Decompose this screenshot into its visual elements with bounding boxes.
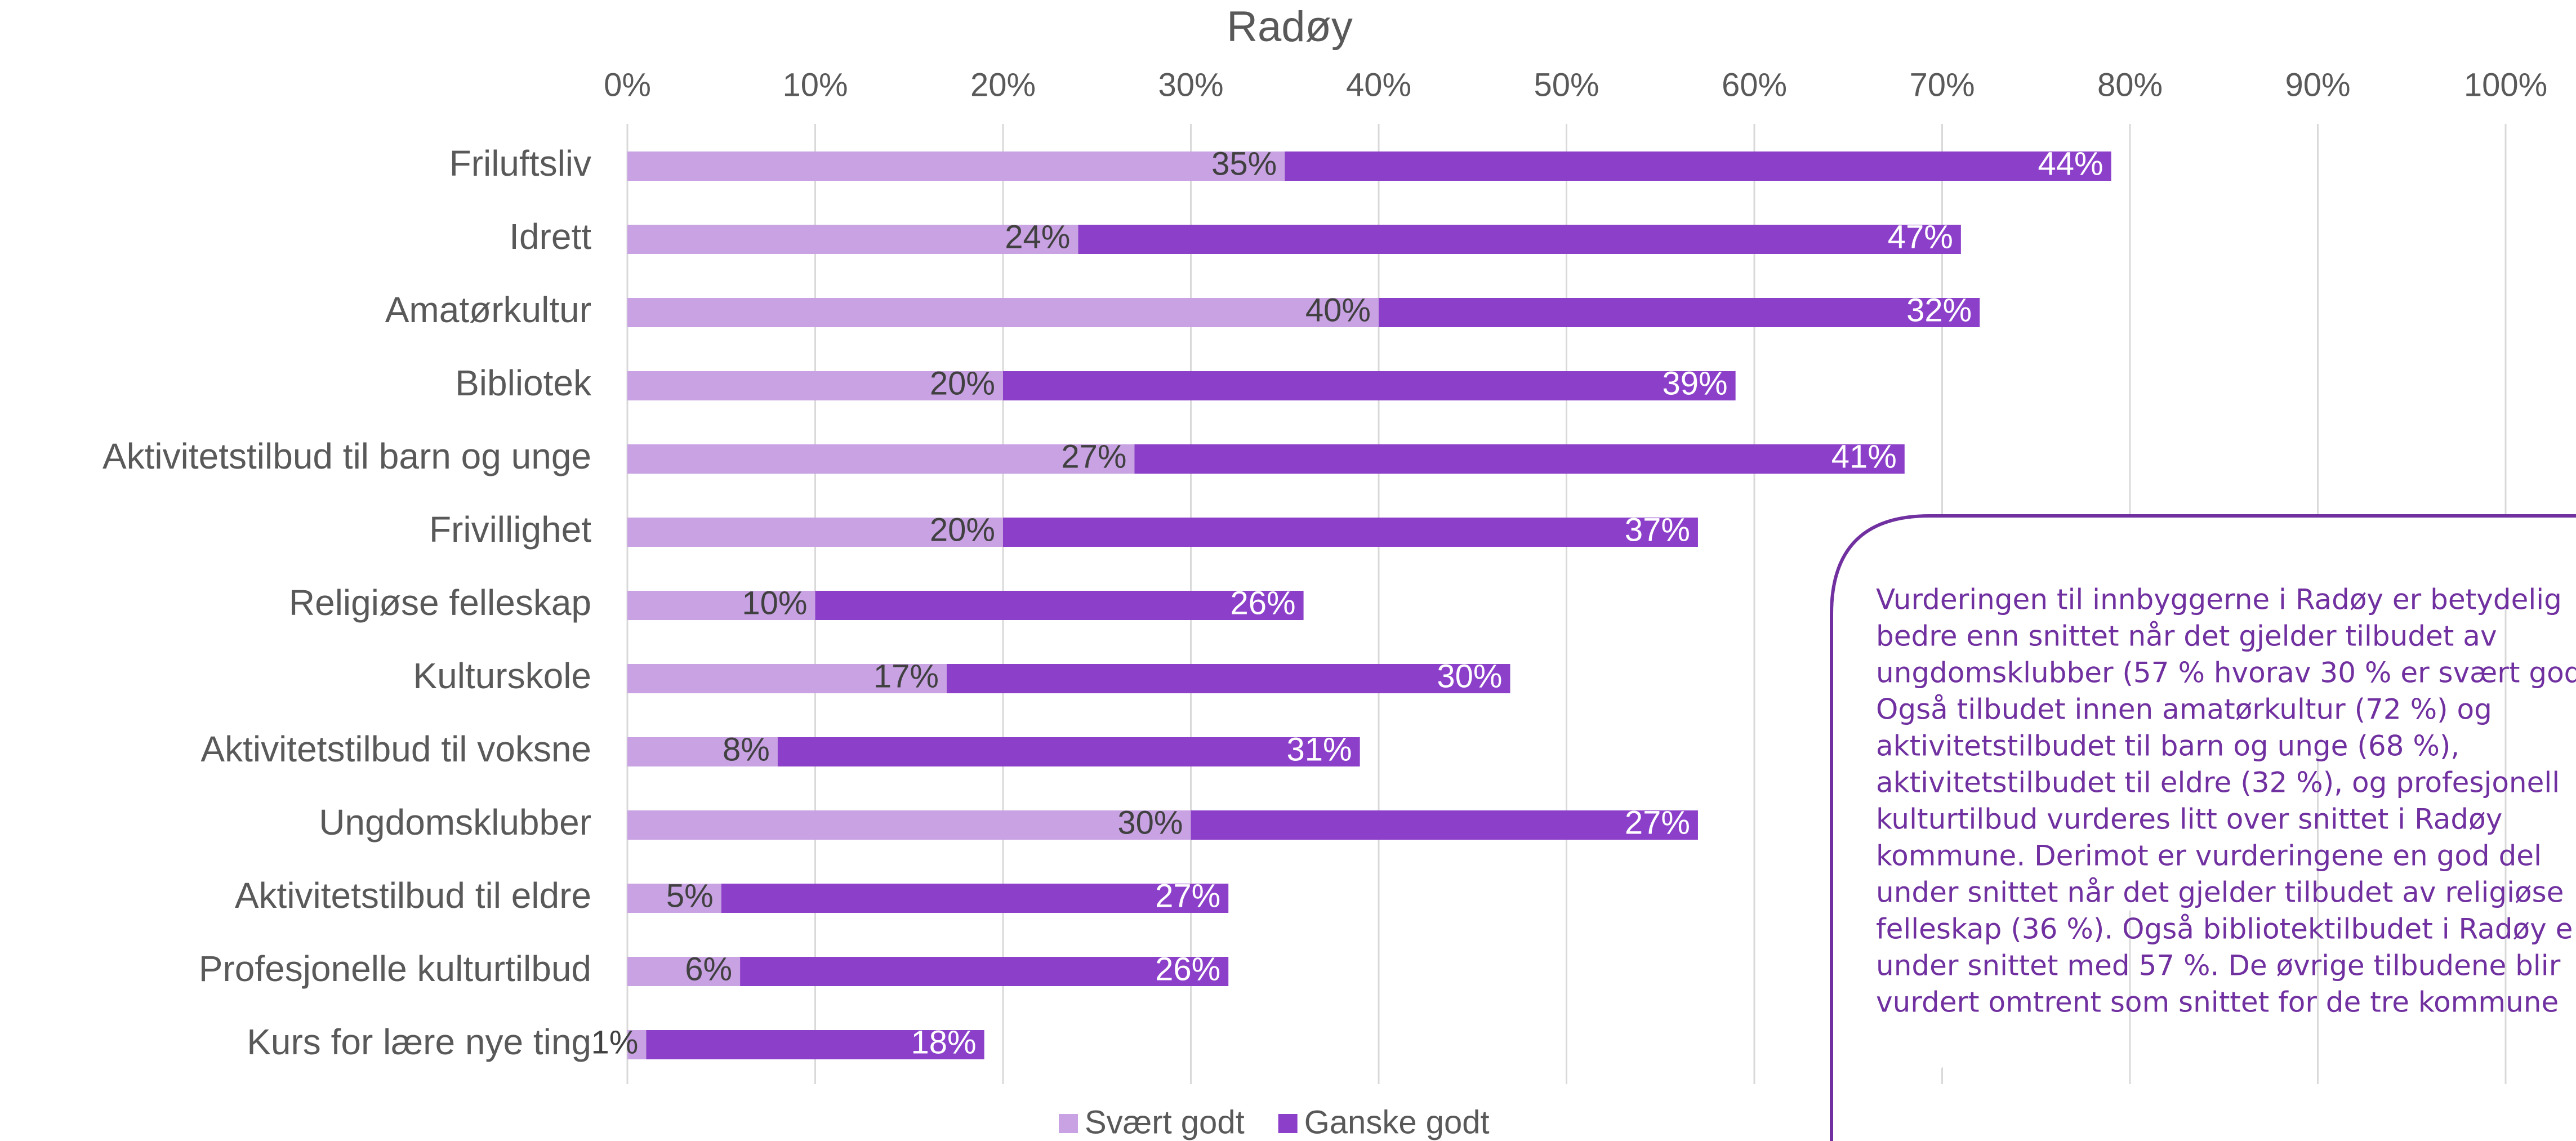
- bar-segment: [627, 298, 1379, 327]
- data-label: 41%: [1831, 438, 1897, 475]
- data-label: 44%: [2038, 145, 2103, 182]
- y-tick-label: Frivillighet: [429, 509, 591, 550]
- x-tick-label: 20%: [970, 66, 1036, 103]
- legend-label: Ganske godt: [1304, 1104, 1490, 1140]
- data-label: 8%: [723, 731, 770, 768]
- data-label: 24%: [1005, 219, 1070, 255]
- bar-segment: [646, 1030, 984, 1059]
- data-label: 27%: [1155, 877, 1220, 914]
- x-tick-label: 100%: [2464, 66, 2547, 103]
- data-label: 1%: [591, 1024, 639, 1060]
- plot-area: 0% 10% 20% 30% 40% 50% 60% 70% 80% 90% 100% Friluft…: [102, 66, 2547, 1140]
- bar-segment: [1003, 518, 1698, 547]
- chart-title: Radøy: [1227, 3, 1353, 51]
- data-label: 47%: [1888, 219, 1953, 255]
- data-label: 6%: [685, 951, 732, 987]
- bar-segment: [946, 664, 1510, 693]
- note-box: [1830, 514, 2576, 1141]
- data-label: 10%: [742, 585, 807, 621]
- note-line: ungdomsklubber (57 % hvorav 30 % er svær…: [1876, 657, 2576, 689]
- data-label: 39%: [1663, 365, 1728, 402]
- bar-segment: [1078, 225, 1961, 254]
- data-label: 30%: [1437, 658, 1502, 694]
- y-tick-label: Aktivitetstilbud til eldre: [235, 875, 591, 916]
- note-line: Vurderingen til innbyggerne i Radøy er b…: [1876, 583, 2562, 616]
- note-line: Også tilbudet innen amatørkultur (72 %) …: [1876, 693, 2492, 726]
- bar-segment: [1285, 151, 2111, 181]
- data-label: 32%: [1906, 292, 1972, 328]
- data-label: 40%: [1305, 292, 1371, 328]
- legend-label: Svært godt: [1085, 1104, 1245, 1140]
- note-line: kommune. Derimot er vurderingene en god …: [1876, 840, 2542, 872]
- note-line: bedre enn snittet når det gjelder tilbud…: [1876, 620, 2497, 653]
- bar-segment: [627, 151, 1285, 181]
- x-tick-label: 40%: [1346, 66, 1411, 103]
- note-line: aktivitetstilbudet til barn og unge (68 …: [1876, 730, 2459, 763]
- legend-swatch: [1278, 1114, 1298, 1133]
- bar-segment: [1191, 810, 1698, 840]
- bar-segment: [721, 884, 1229, 913]
- bar-segment: [1134, 444, 1905, 474]
- bar-segment: [815, 591, 1304, 620]
- y-tick-label: Kulturskole: [413, 656, 591, 696]
- note-line: vurdert omtrent som snittet for de tre k…: [1876, 986, 2559, 1019]
- bar-segment: [627, 810, 1191, 840]
- x-tick-label: 80%: [2097, 66, 2163, 103]
- data-label: 17%: [873, 658, 939, 694]
- bar-segment: [627, 444, 1135, 474]
- data-label: 27%: [1625, 804, 1690, 841]
- y-tick-label: Friluftsliv: [449, 143, 591, 184]
- bar-segment: [627, 518, 1003, 547]
- bar-segment: [627, 225, 1078, 254]
- x-tick-label: 10%: [782, 66, 848, 103]
- y-tick-label: Profesjonelle kulturtilbud: [199, 948, 591, 989]
- bar-segment: [777, 737, 1360, 766]
- note-text: Vurderingen til innbyggerne i Radøy er b…: [1876, 583, 2576, 1019]
- bar-segment: [1379, 298, 1980, 327]
- data-label: 20%: [930, 365, 995, 402]
- data-label: 31%: [1287, 731, 1352, 768]
- x-tick-label: 30%: [1158, 66, 1223, 103]
- x-tick-label: 60%: [1722, 66, 1787, 103]
- note-line: under snittet når det gjelder tilbudet a…: [1876, 876, 2564, 909]
- y-tick-label: Idrett: [509, 216, 591, 257]
- data-label: 26%: [1155, 951, 1220, 987]
- y-tick-label: Aktivitetstilbud til barn og unge: [102, 436, 591, 476]
- x-tick-label: 0%: [604, 66, 651, 103]
- y-tick-label: Bibliotek: [455, 363, 592, 403]
- bar-segment: [627, 371, 1003, 400]
- bar-segment: [627, 591, 815, 620]
- y-tick-label: Ungdomsklubber: [319, 802, 591, 843]
- data-label: 20%: [930, 511, 995, 548]
- bar-segment: [627, 1030, 647, 1059]
- data-label: 35%: [1211, 145, 1277, 182]
- bar-segment: [627, 884, 721, 913]
- data-label: 37%: [1625, 511, 1690, 548]
- x-tick-label: 90%: [2285, 66, 2350, 103]
- bar-segment: [740, 957, 1229, 986]
- legend-swatch: [1059, 1114, 1078, 1133]
- y-tick-label: Religiøse felleskap: [289, 582, 591, 623]
- y-tick-label: Kurs for lære nye ting: [247, 1022, 591, 1062]
- data-label: 30%: [1117, 804, 1183, 841]
- data-label: 26%: [1231, 585, 1296, 621]
- note-line: aktivitetstilbudet til eldre (32 %), og …: [1876, 766, 2560, 799]
- y-tick-label: Amatørkultur: [385, 289, 591, 330]
- data-label: 5%: [666, 877, 714, 914]
- y-tick-label: Aktivitetstilbud til voksne: [200, 729, 591, 769]
- bar-segment: [627, 737, 778, 766]
- x-tick-label: 70%: [1909, 66, 1975, 103]
- note-line: under snittet med 57 %. De øvrige tilbud…: [1876, 950, 2561, 982]
- bar-segment: [1003, 371, 1736, 400]
- data-label: 27%: [1061, 438, 1126, 475]
- bar-segment: [627, 664, 947, 693]
- x-tick-label: 50%: [1534, 66, 1599, 103]
- note-line: felleskap (36 %). Også bibliotektilbudet…: [1876, 913, 2573, 946]
- data-label: 18%: [911, 1024, 977, 1060]
- bar-segment: [627, 957, 741, 986]
- note-line: kulturtilbud vurderes litt over snittet …: [1876, 803, 2502, 836]
